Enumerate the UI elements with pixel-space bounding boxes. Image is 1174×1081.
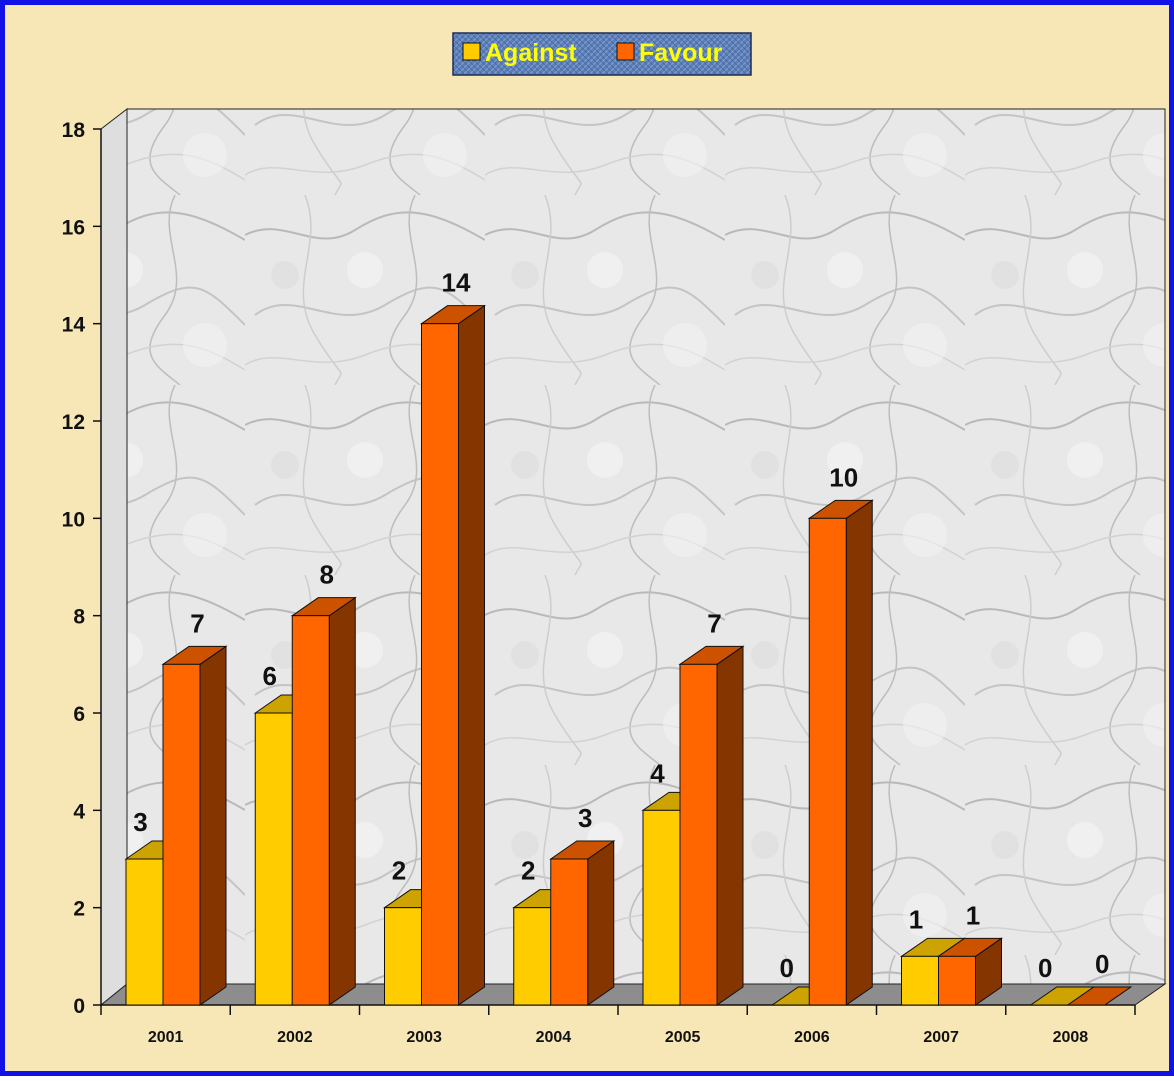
data-label-against-2004: 2 xyxy=(521,856,535,886)
bar-front-face xyxy=(421,323,459,1006)
bar-front-face xyxy=(513,907,552,1006)
data-label-favour-2003: 14 xyxy=(442,268,471,298)
bar-top-face xyxy=(1066,986,1133,1006)
x-tick-label: 2001 xyxy=(148,1029,184,1046)
data-label-favour-2001: 7 xyxy=(190,608,204,638)
data-label-against-2002: 6 xyxy=(263,661,277,691)
data-label-against-2001: 3 xyxy=(133,807,147,837)
x-tick-label: 2007 xyxy=(923,1029,959,1046)
data-label-against-2003: 2 xyxy=(392,856,406,886)
bar-front-face xyxy=(679,663,718,1006)
chart-side-wall xyxy=(100,107,128,1007)
bar-side-face xyxy=(328,596,356,1006)
bar-front-face xyxy=(384,907,422,1006)
bar-front-face xyxy=(162,663,201,1006)
bar-side-face xyxy=(587,840,615,1006)
y-tick-label: 6 xyxy=(73,703,85,726)
x-tick-label: 2002 xyxy=(277,1029,313,1046)
x-tick-label: 2004 xyxy=(536,1029,572,1046)
bar-front-face xyxy=(291,615,330,1006)
bar-front-face xyxy=(642,809,681,1006)
data-label-against-2007: 1 xyxy=(909,904,923,934)
bar-favour-2006 xyxy=(807,499,874,1006)
data-label-against-2006: 0 xyxy=(780,953,794,983)
data-label-against-2005: 4 xyxy=(650,758,665,788)
y-tick-label: 2 xyxy=(73,898,85,921)
legend-box xyxy=(452,32,752,76)
bar-front-face xyxy=(550,858,589,1006)
bar-favour-2005 xyxy=(678,645,745,1006)
bar-favour-2008 xyxy=(1066,986,1133,1006)
bar-favour-2001 xyxy=(161,645,228,1006)
y-tick-label: 16 xyxy=(62,216,85,239)
bar-front-face xyxy=(125,858,164,1006)
data-label-favour-2006: 10 xyxy=(829,462,858,492)
bar-side-face xyxy=(716,645,744,1006)
y-axis-ticks: 0 2 4 6 8 10 12 14 16 18 xyxy=(62,119,101,1018)
x-tick-label: 2005 xyxy=(665,1029,701,1046)
bar-front-face xyxy=(808,517,847,1006)
x-tick-label: 2006 xyxy=(794,1029,830,1046)
bar-favour-2002 xyxy=(290,596,357,1006)
data-label-favour-2007: 1 xyxy=(966,900,980,930)
x-tick-label: 2003 xyxy=(406,1029,442,1046)
data-label-against-2008: 0 xyxy=(1038,953,1052,983)
y-tick-label: 8 xyxy=(73,606,85,629)
y-tick-label: 4 xyxy=(73,800,85,823)
y-tick-label: 10 xyxy=(62,508,85,531)
legend-label-favour: Favour xyxy=(639,39,723,67)
y-tick-label: 0 xyxy=(73,995,85,1018)
data-label-favour-2002: 8 xyxy=(320,560,334,590)
x-tick-label: 2008 xyxy=(1053,1029,1089,1046)
bar-front-face xyxy=(938,955,976,1006)
bar-side-face xyxy=(199,645,227,1006)
bar-front-face xyxy=(254,712,293,1006)
data-label-favour-2004: 3 xyxy=(578,803,592,833)
bar-favour-2004 xyxy=(549,840,616,1006)
y-tick-label: 18 xyxy=(62,119,86,142)
legend-swatch-favour xyxy=(616,42,635,61)
x-axis-ticks: 2001 2002 2003 2004 2005 2006 2007 2008 xyxy=(100,1005,1136,1046)
y-tick-label: 14 xyxy=(62,314,86,337)
bar-side-face xyxy=(458,304,485,1006)
bar-group xyxy=(124,304,1133,1006)
legend: Against Favour xyxy=(452,32,752,76)
bar-favour-2007 xyxy=(936,937,1004,1006)
legend-label-against: Against xyxy=(485,39,577,67)
bar-side-face xyxy=(845,499,873,1006)
y-tick-label: 12 xyxy=(62,411,85,434)
bar-front-face xyxy=(901,955,939,1006)
bar-favour-2003 xyxy=(419,304,487,1006)
data-label-favour-2008: 0 xyxy=(1095,949,1109,979)
data-label-favour-2005: 7 xyxy=(707,608,721,638)
legend-swatch-against xyxy=(462,42,481,61)
